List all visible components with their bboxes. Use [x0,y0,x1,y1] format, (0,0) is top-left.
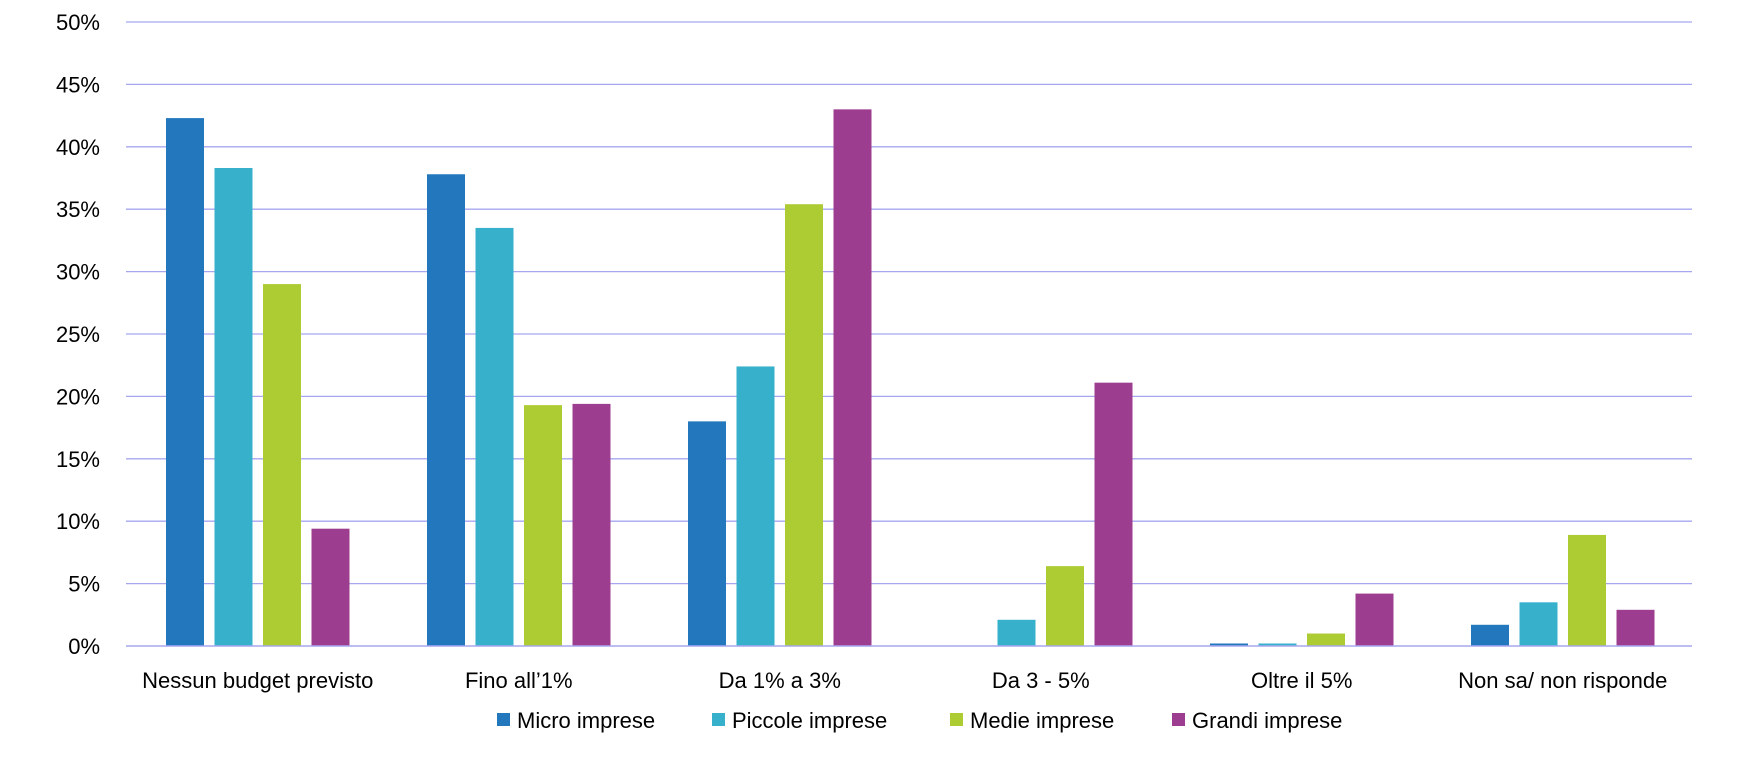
y-tick-label: 40% [56,135,100,160]
bar-medie-imprese [263,284,301,646]
bar-medie-imprese [524,405,562,646]
bar-medie-imprese [1568,534,1606,646]
legend-swatch [1172,713,1185,726]
bar-grandi-imprese [311,528,350,646]
legend-swatch [712,713,725,726]
y-tick-label: 0% [68,634,100,659]
bar-grandi-imprese [1094,382,1133,646]
y-tick-label: 50% [56,10,100,35]
bar-grandi-imprese [1355,593,1394,646]
bar-grandi-imprese [572,403,611,646]
bar-medie-imprese [785,204,823,646]
bar-medie-imprese [1307,633,1345,646]
bar-piccole-imprese [1519,602,1558,646]
bar-piccole-imprese [1258,643,1297,646]
y-tick-label: 25% [56,322,100,347]
bar-piccole-imprese [214,168,253,647]
legend-swatch [950,713,963,726]
legend-label: Piccole imprese [732,708,887,733]
bar-piccole-imprese [475,227,514,647]
x-category-label: Da 1% a 3% [719,668,841,693]
legend-label: Micro imprese [517,708,655,733]
y-tick-label: 15% [56,447,100,472]
bar-micro-imprese [166,118,204,646]
x-category-label: Non sa/ non risponde [1458,668,1667,693]
bar-grandi-imprese [1616,609,1655,646]
x-category-label: Da 3 - 5% [992,668,1090,693]
legend-label: Grandi imprese [1192,708,1342,733]
bar-micro-imprese [1471,624,1509,646]
y-tick-label: 45% [56,72,100,97]
y-tick-label: 20% [56,384,100,409]
bar-micro-imprese [427,174,465,647]
bar-piccole-imprese [736,366,775,646]
bar-medie-imprese [1046,566,1084,646]
x-category-label: Nessun budget previsto [142,668,373,693]
y-tick-label: 10% [56,509,100,534]
x-axis-category-labels: Nessun budget previsto Fino all’1% Da 1% a… [142,668,1667,693]
y-tick-label: 35% [56,197,100,222]
bar-micro-imprese [1210,643,1248,646]
legend-label: Medie imprese [970,708,1114,733]
bar-micro-imprese [688,421,726,646]
grid-lines [126,21,1692,585]
bar-grandi-imprese [833,109,872,647]
y-axis-tick-labels: 0% 5% 10% 15% 20% 25% 30% 35% 40% 45% 50% [56,10,100,659]
x-category-label: Oltre il 5% [1251,668,1352,693]
bars [166,109,1655,647]
bar-piccole-imprese [997,619,1036,646]
x-category-label: Fino all’1% [465,668,573,693]
legend: Micro imprese Piccole imprese Medie impres… [497,708,1342,733]
legend-swatch [497,713,510,726]
y-tick-label: 5% [68,572,100,597]
y-tick-label: 30% [56,260,100,285]
